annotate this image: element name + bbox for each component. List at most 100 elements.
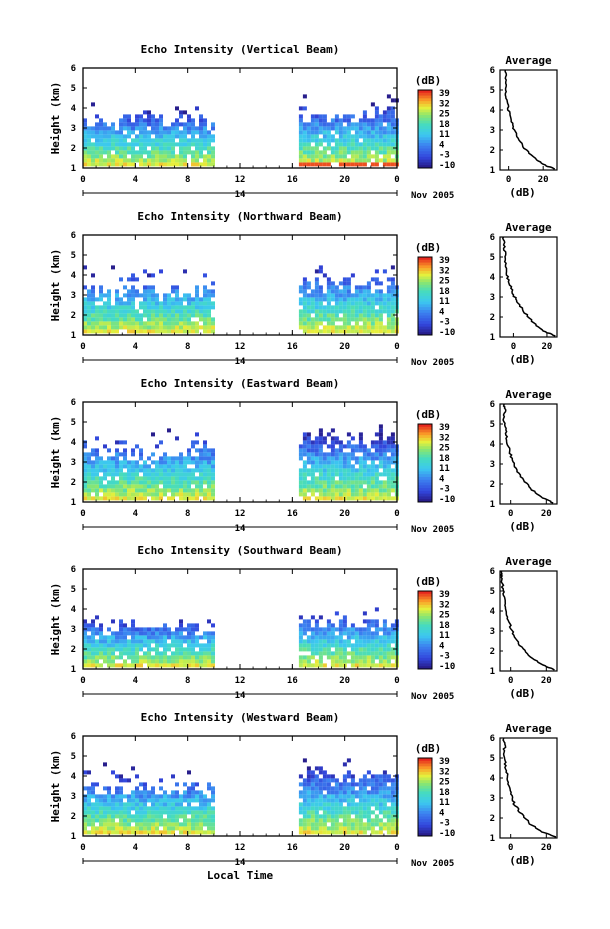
heatmap-cell [203,317,207,322]
heatmap-cell [159,468,163,473]
heatmap-cell [135,484,139,489]
heatmap-cell [83,134,87,139]
heatmap-cell [362,810,367,815]
heatmap-cell [127,301,131,306]
heatmap-cell [334,822,339,827]
heatmap-cell [103,822,107,827]
heatmap-cell [111,460,115,465]
heatmap-cell [191,301,195,306]
heatmap-cell [195,285,199,290]
heatmap-cell [151,663,155,668]
heatmap-cell [171,822,175,827]
heatmap-cell [95,162,99,167]
colorbar-band [418,493,432,497]
average-y-tick-label: 1 [490,667,495,677]
heatmap-cell [159,830,163,835]
heatmap-cell [155,309,159,314]
average-y-tick-label: 5 [490,587,495,597]
colorbar-band [418,468,432,472]
colorbar-band [418,151,432,155]
heatmap-cell [338,496,343,501]
heatmap-cell [155,484,159,489]
heatmap-cell [139,655,143,660]
heatmap-cell [326,786,331,791]
heatmap-cell [374,329,379,334]
heatmap-cell [139,321,143,326]
heatmap-cell [298,456,303,461]
heatmap-cell [207,659,211,664]
heatmap-cell [362,611,367,616]
colorbar-label: (dB) [415,241,442,254]
heatmap-cell [207,130,211,135]
heatmap-cell [334,651,339,656]
heatmap-cell [159,325,163,330]
heatmap-cell [334,798,339,803]
heatmap-cell [119,492,123,497]
heatmap-cell [195,830,199,835]
heatmap-cell [334,118,339,123]
heatmap-cell [195,476,199,481]
heatmap-cell [211,480,215,485]
heatmap-cell [179,162,183,167]
heatmap-cell [314,142,319,147]
heatmap-cell [195,440,199,445]
heatmap-cell [191,456,195,461]
heatmap-cell [306,639,311,644]
heatmap-cell [374,794,379,799]
heatmap-cell [382,619,387,624]
heatmap-cell [171,484,175,489]
month-label: Nov 2005 [411,358,454,368]
heatmap-cell [195,635,199,640]
heatmap-cell [346,289,351,294]
heatmap-cell [362,285,367,290]
heatmap-cell [338,822,343,827]
heatmap-cell [358,329,363,334]
heatmap-cell [167,806,171,811]
heatmap-cell [362,774,367,779]
heatmap-cell [314,325,319,330]
colorbar-tick-label: 39 [439,757,450,767]
heatmap-cell [338,281,343,286]
heatmap-cell [131,798,135,803]
heatmap-cell [103,313,107,318]
heatmap-cell [330,440,335,445]
colorbar-band [418,774,432,778]
month-label: Nov 2005 [411,525,454,535]
colorbar-band [418,129,432,133]
heatmap-cell [306,285,311,290]
heatmap-cell [358,802,363,807]
heatmap-cell [382,492,387,497]
heatmap-cell [302,758,307,763]
heatmap-cell [139,114,143,119]
heatmap-cell [370,635,375,640]
heatmap-cell [203,651,207,656]
heatmap-cell [147,659,151,664]
heatmap-cell [310,122,315,127]
heatmap-cell [107,309,111,314]
heatmap-cell [350,317,355,322]
average-y-tick-label: 4 [490,106,496,116]
average-y-tick-label: 3 [490,293,495,303]
heatmap-cell [83,798,87,803]
average-y-tick-label: 2 [490,814,495,824]
heatmap-cell [91,134,95,139]
heatmap-cell [302,643,307,648]
heatmap-cell [378,655,383,660]
heatmap-cell [207,480,211,485]
average-y-tick-label: 5 [490,86,495,96]
colorbar-band [418,117,432,122]
heatmap-cell [382,826,387,831]
heatmap-cell [123,623,127,628]
colorbar-band [418,290,432,294]
heatmap-cell [175,325,179,330]
heatmap-cell [175,106,179,111]
heatmap-cell [346,142,351,147]
heatmap-cell [370,480,375,485]
heatmap-cell [358,142,363,147]
heatmap-cell [171,659,175,664]
colorbar-band [418,460,432,464]
panel-title: Echo Intensity (Northward Beam) [137,210,342,223]
heatmap-cell [342,281,347,286]
heatmap-cell [314,798,319,803]
heatmap-cell [119,317,123,322]
